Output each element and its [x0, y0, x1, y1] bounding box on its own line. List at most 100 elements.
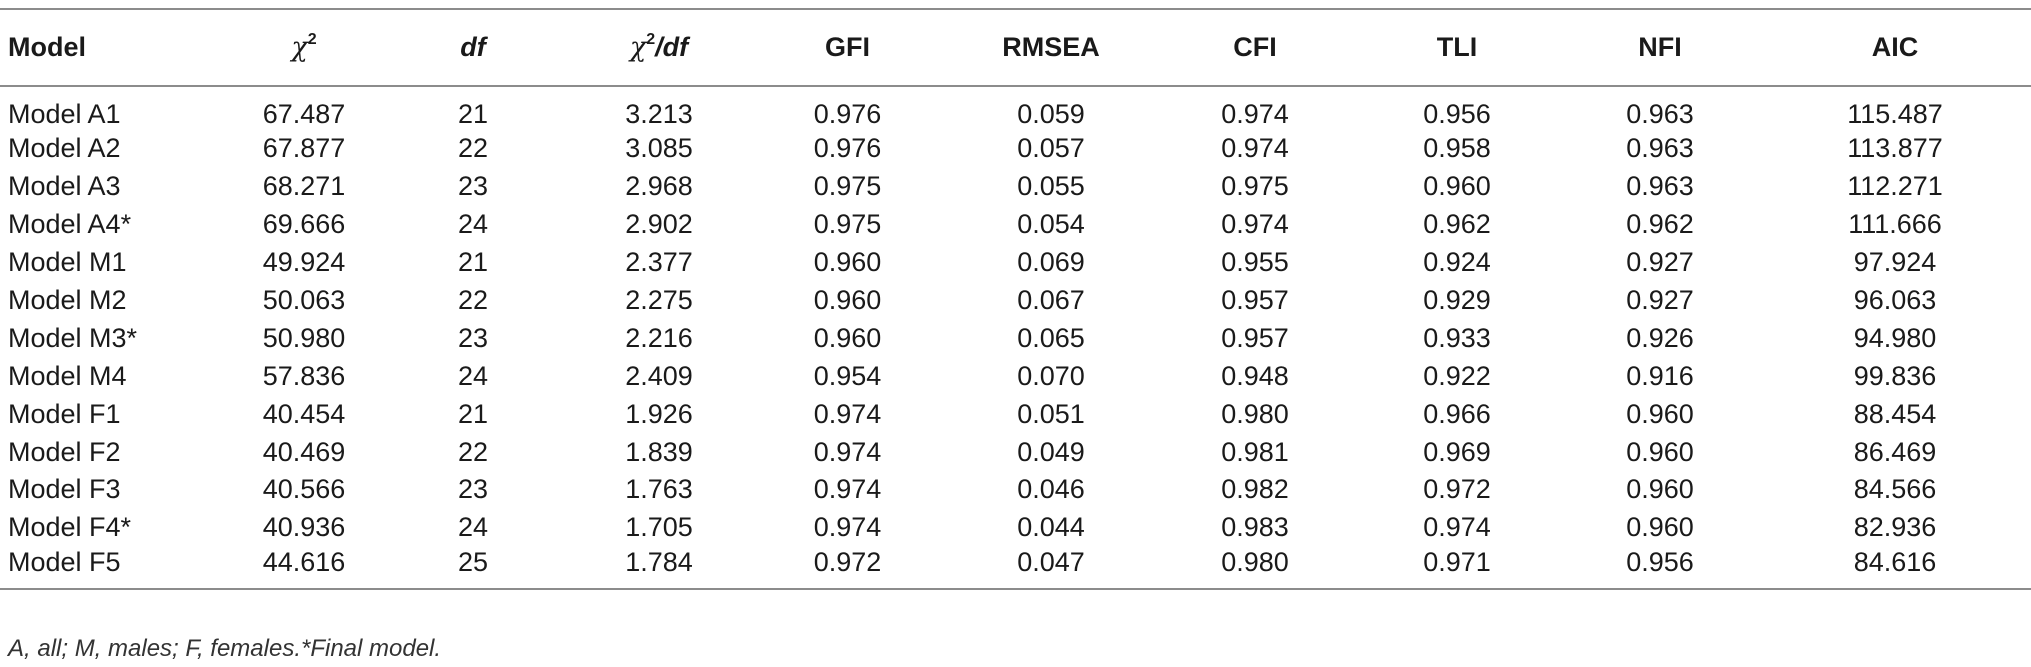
cell-nfi: 0.926: [1626, 322, 1694, 353]
cell-model: Model A2: [8, 133, 121, 164]
cell-gfi: 0.960: [813, 285, 882, 315]
header-model: Model: [0, 8, 230, 87]
cell-nfi: 0.963: [1626, 99, 1694, 129]
cell-tli: 0.974: [1423, 512, 1491, 543]
cell-gfi: 0.975: [813, 209, 882, 240]
cell-tli: 0.966: [1423, 398, 1491, 429]
cell-nfi: 0.916: [1626, 360, 1694, 391]
cell-rmsea: 0.070: [1017, 360, 1085, 391]
table-body: Model A1 67.487 21 3.213 0.976 0.059 0.974 0.95…: [0, 86, 2031, 590]
cell-gfi: 0.960: [813, 322, 882, 353]
cell-chi-square: 68.271: [262, 171, 346, 202]
table-row: Model A1 67.487 21 3.213 0.976 0.059 0.974 0.95…: [0, 86, 2031, 130]
cell-chi-square: 44.616: [230, 546, 378, 590]
cell-chi-square-df: 2.409: [625, 360, 693, 391]
cell-gfi: 0.960: [813, 247, 882, 278]
cell-chi-square-df: 2.377: [625, 247, 693, 278]
cell-model: Model F1: [8, 398, 121, 429]
cell-cfi: 0.974: [1221, 133, 1289, 164]
cell-gfi: 0.976: [813, 99, 882, 129]
table-footnote: A, all; M, males; F, females.*Final mode…: [8, 635, 442, 662]
cell-rmsea: 0.067: [1017, 285, 1085, 315]
cell-model: Model M2: [8, 285, 127, 315]
cell-chi-square-df: 1.784: [568, 546, 750, 590]
cell-gfi: 0.974: [813, 398, 882, 429]
cell-cfi: 0.957: [1221, 285, 1289, 315]
cell-chi-square: 40.566: [262, 474, 346, 505]
cell-df: 21: [457, 99, 489, 129]
cell-gfi: 0.974: [813, 474, 882, 505]
header-nfi: NFI: [1561, 8, 1759, 87]
header-chi-square: χ2: [230, 8, 378, 87]
cell-nfi: 0.960: [1626, 398, 1694, 429]
cell-gfi: 0.975: [813, 171, 882, 202]
cell-chi-square-df: 1.926: [625, 398, 693, 429]
header-tli: TLI: [1353, 8, 1561, 87]
chi-superscript: 2: [307, 31, 317, 48]
cell-cfi: 0.957: [1221, 322, 1289, 353]
cell-nfi: 0.963: [1626, 171, 1694, 202]
df-label: df: [460, 32, 486, 62]
cell-chi-square-df: 2.275: [625, 285, 693, 315]
chi-df-tail: /df: [655, 32, 689, 62]
cell-chi-square: 57.836: [262, 360, 346, 391]
cell-df: 21: [457, 247, 489, 278]
cell-cfi: 0.982: [1221, 474, 1289, 505]
cell-df: 24: [457, 209, 489, 240]
cell-rmsea: 0.047: [945, 546, 1157, 590]
cell-model: Model F5: [0, 546, 230, 590]
header-aic: AIC: [1759, 8, 2031, 87]
cell-chi-square: 69.666: [262, 209, 346, 240]
cell-aic: 96.063: [1853, 285, 1937, 315]
cell-tli: 0.924: [1423, 247, 1491, 278]
cell-model: Model M3*: [8, 322, 138, 353]
cell-tli: 0.971: [1353, 546, 1561, 590]
cell-rmsea: 0.055: [1017, 171, 1085, 202]
cell-chi-square-df: 1.763: [625, 474, 693, 505]
cell-chi-square: 50.980: [262, 322, 346, 353]
cell-chi-square-df: 3.213: [625, 99, 693, 129]
cell-nfi: 0.962: [1626, 209, 1694, 240]
table-row: Model M2 50.063 22 2.275 0.960 0.067 0.957 0.92…: [0, 282, 2031, 320]
header-df: df: [378, 8, 568, 87]
cell-tli: 0.933: [1423, 322, 1491, 353]
cell-df: 23: [457, 322, 489, 353]
cell-chi-square: 49.924: [262, 247, 346, 278]
cell-model: Model M1: [8, 247, 127, 278]
cell-rmsea: 0.054: [1017, 209, 1085, 240]
cell-rmsea: 0.057: [1017, 133, 1085, 164]
cell-chi-square-df: 3.085: [625, 133, 693, 164]
cell-aic: 113.877: [1847, 133, 1943, 164]
cell-nfi: 0.963: [1626, 133, 1694, 164]
table-row: Model A4* 69.666 24 2.902 0.975 0.054 0.974 0.9…: [0, 206, 2031, 244]
cell-nfi: 0.927: [1626, 285, 1694, 315]
cell-chi-square-df: 2.902: [625, 209, 693, 240]
cell-chi-square: 67.877: [262, 133, 346, 164]
cell-model: Model M4: [8, 360, 127, 391]
chi-symbol: χ: [291, 32, 308, 63]
header-chi-square-df: χ2/df: [568, 8, 750, 87]
cell-chi-square: 40.469: [262, 436, 346, 467]
header-gfi: GFI: [750, 8, 945, 87]
table-row: Model F3 40.566 23 1.763 0.974 0.046 0.982 0.97…: [0, 471, 2031, 509]
cell-df: 23: [457, 474, 489, 505]
cell-df: 21: [457, 398, 489, 429]
cell-chi-square: 67.487: [262, 99, 346, 129]
cell-aic: 84.616: [1759, 546, 2031, 590]
cell-chi-square: 50.063: [262, 285, 346, 315]
cell-rmsea: 0.065: [1017, 322, 1085, 353]
cell-nfi: 0.960: [1626, 512, 1694, 543]
cell-gfi: 0.954: [813, 360, 882, 391]
cell-tli: 0.969: [1423, 436, 1491, 467]
cell-df: 24: [457, 360, 489, 391]
table-row: Model A2 67.877 22 3.085 0.976 0.057 0.974 0.95…: [0, 130, 2031, 168]
cell-chi-square-df: 1.705: [625, 512, 693, 543]
cell-df: 22: [457, 285, 489, 315]
table-row: Model F5 44.616 25 1.784 0.972 0.047 0.980 0.97…: [0, 546, 2031, 590]
cell-df: 23: [457, 171, 489, 202]
cell-model: Model F3: [8, 474, 121, 505]
fit-indices-table-container: Model χ2 df χ2/df GFI RMSEA CFI TLI NFI …: [0, 8, 2031, 590]
chi-df-symbol: χ: [629, 32, 647, 63]
cell-aic: 82.936: [1853, 512, 1937, 543]
cell-cfi: 0.955: [1221, 247, 1289, 278]
